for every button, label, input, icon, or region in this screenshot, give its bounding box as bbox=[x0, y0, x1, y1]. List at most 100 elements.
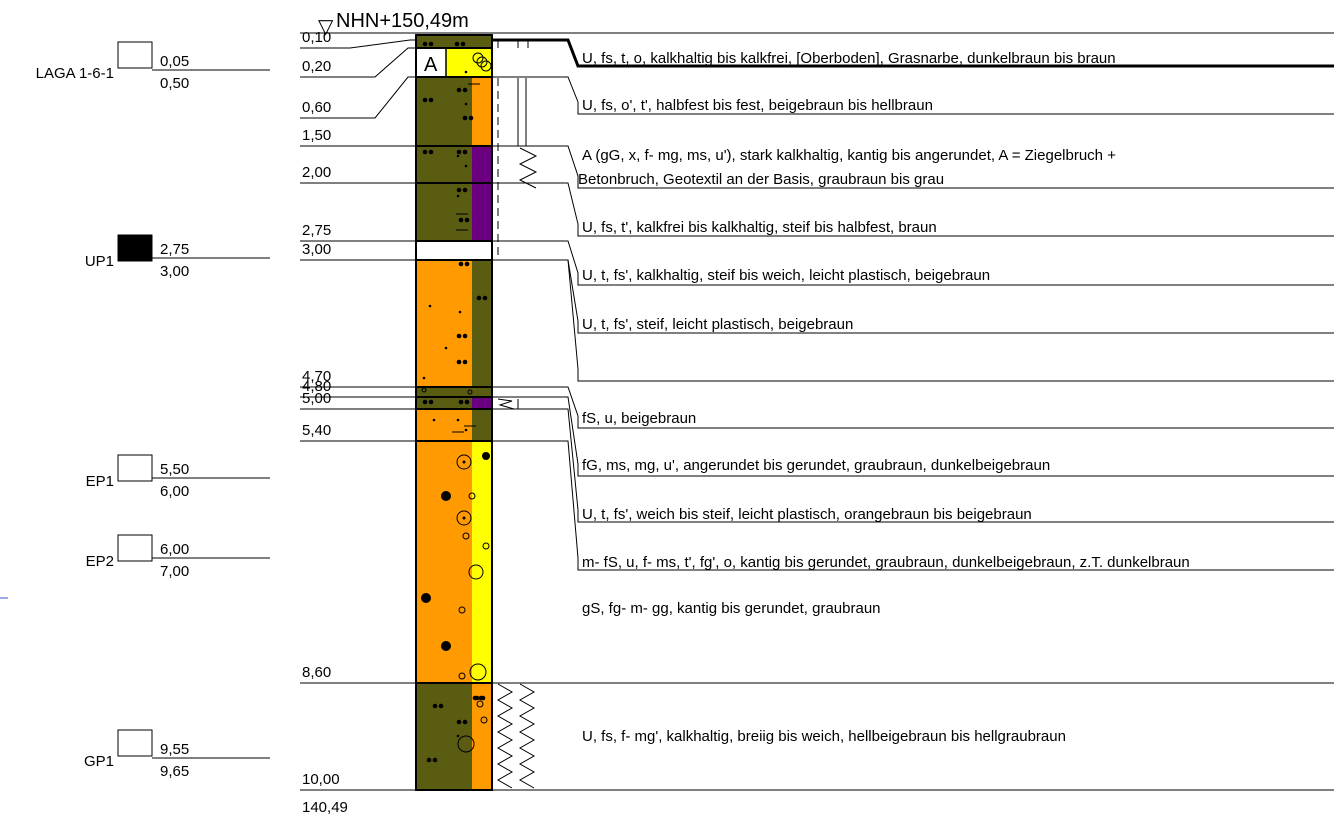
silt-dot bbox=[456, 719, 462, 725]
sand-dot bbox=[464, 102, 468, 106]
sample-bottom-depth: 6,00 bbox=[160, 483, 189, 500]
depth-leader-lines bbox=[300, 39, 416, 791]
gravel-open bbox=[462, 532, 470, 540]
gravel-open bbox=[421, 387, 427, 393]
gravel-open bbox=[456, 510, 472, 526]
layer-8-yellowish bbox=[472, 387, 492, 397]
silt-dot bbox=[422, 97, 428, 103]
layer-2-yellow bbox=[446, 48, 492, 77]
description-leader bbox=[492, 396, 1334, 477]
layer-2-fill bbox=[416, 48, 446, 77]
sand-dot bbox=[456, 194, 460, 198]
layer-description: U, fs, f- mg', kalkhaltig, breiig bis we… bbox=[582, 728, 1066, 745]
layer-description: m- fS, u, f- ms, t', fg', o, kantig bis … bbox=[582, 554, 1190, 571]
silt-dot bbox=[422, 399, 428, 405]
silt-dot bbox=[432, 703, 438, 709]
silt-dot bbox=[478, 695, 484, 701]
description-leader-lines bbox=[492, 38, 1334, 791]
layer-description: fG, ms, mg, u', angerundet bis gerundet,… bbox=[582, 457, 1050, 474]
layer-description: fS, u, beigebraun bbox=[582, 410, 696, 427]
sand-dot bbox=[456, 418, 460, 422]
silt-dot bbox=[462, 187, 468, 193]
gravel-open bbox=[458, 606, 466, 614]
layer-5-purple bbox=[472, 183, 492, 241]
bottom-elevation: 140,49 bbox=[302, 799, 348, 816]
silt-dot bbox=[432, 757, 438, 763]
sample-bottom-depth: 0,50 bbox=[160, 75, 189, 92]
gravel-core bbox=[462, 516, 466, 520]
layer-descriptions: U, fs, t, o, kalkhaltig bis kalkfrei, [O… bbox=[578, 50, 1190, 745]
layer-3-orange bbox=[472, 77, 492, 146]
silt-dot bbox=[468, 115, 474, 121]
header-elevation: NHN+150,49m bbox=[336, 10, 469, 32]
silt-dot bbox=[458, 217, 464, 223]
sand-dot bbox=[432, 418, 436, 422]
gravel-open bbox=[476, 700, 484, 708]
silt-dot bbox=[428, 399, 434, 405]
depth-label: 2,75 bbox=[302, 222, 331, 239]
sand-dot bbox=[456, 734, 460, 738]
layer-11-yellow bbox=[472, 441, 492, 683]
silt-dot bbox=[454, 41, 460, 47]
silt-dot bbox=[456, 333, 462, 339]
layer-6-white bbox=[416, 241, 492, 260]
silt-dot bbox=[422, 41, 428, 47]
gravel-filled bbox=[441, 491, 451, 501]
column-outline bbox=[415, 34, 493, 791]
silt-dot bbox=[458, 261, 464, 267]
gravel-open bbox=[476, 56, 488, 68]
depth-label: 4,70 bbox=[302, 368, 331, 385]
gravel-open bbox=[472, 52, 484, 64]
gravel-symbols bbox=[421, 52, 492, 753]
layer-7-silt bbox=[472, 260, 492, 387]
layer-1-silt bbox=[416, 35, 492, 48]
layer-description: U, t, fs', steif, leicht plastisch, beig… bbox=[582, 316, 853, 333]
depth-label: 10,00 bbox=[302, 771, 340, 788]
layer-3-silt bbox=[416, 77, 472, 146]
depth-leader bbox=[300, 47, 416, 78]
sample-name: EP2 bbox=[86, 553, 114, 570]
silt-dot bbox=[462, 333, 468, 339]
sample-box bbox=[117, 729, 153, 757]
silt-dot bbox=[438, 703, 444, 709]
gravel-open bbox=[468, 564, 484, 580]
gravel-filled bbox=[482, 452, 490, 460]
sample-markers: 0,05 0,50 LAGA 1-6-1 2,75 3,00 UP1 5,50 6,00 EP1… bbox=[36, 41, 270, 780]
sample-bottom-depth: 3,00 bbox=[160, 263, 189, 280]
sample-top-depth: 9,55 bbox=[160, 741, 189, 758]
sand-dot bbox=[464, 164, 468, 168]
sand-dot bbox=[444, 346, 448, 350]
sample-top-depth: 2,75 bbox=[160, 241, 189, 258]
silt-dot bbox=[462, 719, 468, 725]
gravel-open bbox=[482, 542, 490, 550]
layer-description: U, t, fs', weich bis steif, leicht plast… bbox=[582, 506, 1032, 523]
gravel-open bbox=[469, 663, 487, 681]
sample-box bbox=[117, 454, 153, 482]
sand-dot bbox=[428, 304, 432, 308]
silt-dot bbox=[462, 149, 468, 155]
gravel-open bbox=[467, 389, 473, 395]
sample-box bbox=[117, 41, 153, 69]
sample-box bbox=[117, 234, 153, 262]
gravel-core bbox=[462, 460, 466, 464]
sand-symbols bbox=[422, 70, 468, 738]
layer-5-silt bbox=[416, 183, 472, 241]
description-leader bbox=[492, 408, 1334, 523]
description-leader bbox=[492, 259, 1334, 382]
silt-dot bbox=[456, 87, 462, 93]
fill-symbol: A bbox=[424, 54, 438, 76]
wavy-line bbox=[518, 683, 536, 789]
sample-box bbox=[117, 534, 153, 562]
sample-bottom-depth: 9,65 bbox=[160, 763, 189, 780]
consistency-lines bbox=[496, 40, 538, 789]
layer-description: U, fs, t, o, kalkhaltig bis kalkfrei, [O… bbox=[582, 50, 1116, 67]
sample-name: GP1 bbox=[84, 753, 114, 770]
gravel-open bbox=[456, 454, 472, 470]
sand-dot bbox=[456, 154, 460, 158]
description-leader bbox=[492, 182, 1334, 237]
layer-4-purple bbox=[472, 146, 492, 183]
layer-9-purple bbox=[472, 397, 492, 409]
silt-dot bbox=[458, 399, 464, 405]
sand-dot bbox=[464, 70, 468, 74]
